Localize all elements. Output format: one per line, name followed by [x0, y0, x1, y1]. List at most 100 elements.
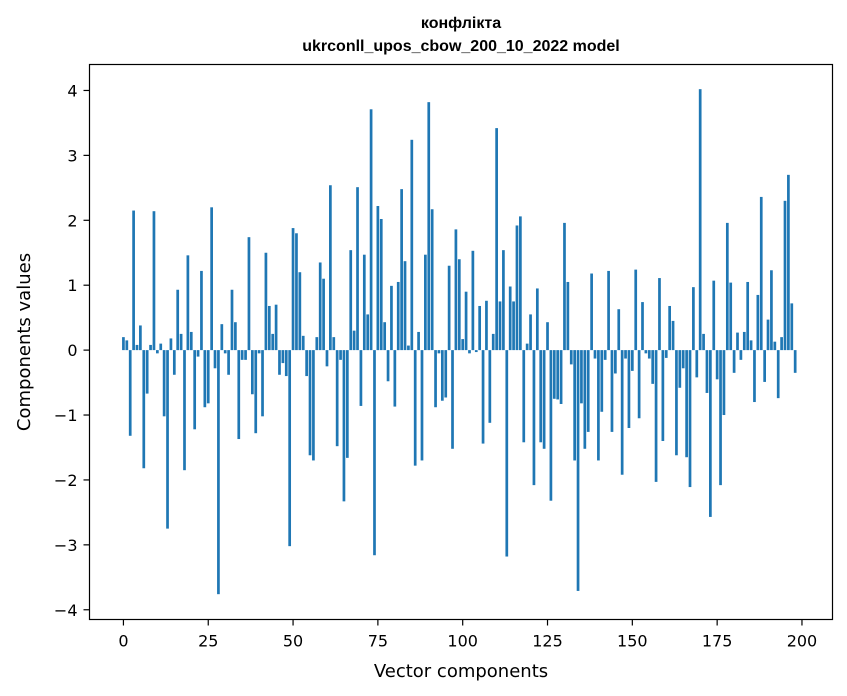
- bar: [675, 350, 678, 456]
- bar: [447, 265, 451, 351]
- bar: [549, 350, 553, 501]
- bar: [366, 314, 370, 351]
- bar: [712, 280, 716, 351]
- bar: [352, 330, 356, 351]
- bar: [379, 218, 383, 351]
- bar: [491, 333, 495, 351]
- x-tick-label: 50: [283, 632, 303, 651]
- y-tick-label: 1: [67, 276, 77, 295]
- bar: [417, 331, 420, 351]
- bar: [559, 350, 563, 404]
- bar: [671, 320, 675, 351]
- bar: [498, 301, 502, 351]
- x-axis-label: Vector components: [374, 661, 548, 682]
- bar: [128, 350, 132, 436]
- bar: [325, 350, 329, 367]
- bar: [508, 286, 512, 351]
- bar: [668, 305, 671, 351]
- bar: [264, 252, 268, 351]
- bar: [159, 343, 163, 351]
- bar: [393, 350, 397, 407]
- bar: [332, 337, 336, 351]
- y-tick-label: 0: [67, 341, 77, 360]
- bar: [630, 350, 634, 371]
- bar: [383, 322, 387, 351]
- bar: [267, 305, 271, 351]
- bar: [780, 337, 783, 351]
- x-tick-label: 200: [787, 632, 818, 651]
- bar: [678, 350, 682, 388]
- bar: [210, 207, 213, 351]
- bar: [451, 350, 454, 449]
- bar: [644, 350, 648, 354]
- bar: [607, 270, 610, 351]
- bar: [312, 350, 315, 461]
- bar: [281, 350, 285, 364]
- bar: [495, 128, 498, 351]
- bar: [651, 350, 655, 384]
- bar: [156, 350, 159, 354]
- bar: [600, 350, 604, 412]
- bar: [776, 350, 780, 399]
- x-tick-label: 125: [532, 632, 563, 651]
- bar: [362, 254, 366, 351]
- bar: [709, 350, 712, 517]
- bar: [610, 350, 614, 432]
- bar: [763, 350, 766, 382]
- bar: [227, 350, 230, 375]
- bar: [356, 187, 359, 351]
- bar: [135, 344, 139, 351]
- bar: [407, 345, 410, 351]
- bar: [305, 350, 308, 377]
- bar: [301, 335, 305, 351]
- bar: [576, 350, 580, 591]
- bar: [512, 301, 515, 351]
- bar: [308, 350, 312, 456]
- bar: [237, 350, 241, 440]
- bar: [719, 350, 722, 486]
- bar: [556, 350, 560, 400]
- bar: [471, 250, 475, 351]
- bar: [736, 332, 739, 351]
- bar: [240, 350, 244, 360]
- bar: [230, 289, 234, 351]
- bar: [315, 337, 319, 351]
- bar: [525, 343, 529, 351]
- bar: [250, 350, 254, 395]
- y-axis-label: Components values: [14, 253, 35, 431]
- bar: [271, 333, 275, 351]
- bar: [413, 350, 417, 466]
- bar: [424, 254, 427, 351]
- y-axis: −4 −3 −2 −1 0 1 2 3 4: [54, 81, 90, 620]
- bar: [793, 350, 797, 373]
- y-tick-label: 3: [67, 146, 77, 165]
- bar: [125, 340, 129, 351]
- bar: [376, 206, 380, 351]
- bar: [444, 350, 448, 398]
- bar: [783, 200, 787, 351]
- bars-group: [122, 89, 797, 595]
- x-tick-label: 175: [702, 632, 733, 651]
- bar: [705, 350, 709, 393]
- bar: [132, 210, 135, 351]
- bar: [749, 340, 753, 351]
- bar: [722, 350, 726, 416]
- bar: [685, 350, 688, 458]
- bar: [322, 278, 325, 351]
- bar: [725, 222, 729, 351]
- bar: [542, 350, 546, 449]
- bar: [468, 350, 471, 354]
- bar: [278, 350, 281, 375]
- bar: [641, 302, 644, 351]
- bar: [546, 322, 549, 351]
- bar: [695, 350, 699, 378]
- bar: [681, 350, 685, 369]
- bar: [373, 350, 376, 556]
- bar: [573, 350, 577, 461]
- bar: [122, 337, 125, 351]
- bar: [569, 350, 573, 365]
- bar: [634, 269, 638, 351]
- bar: [756, 294, 760, 351]
- bar: [410, 139, 414, 351]
- bar: [457, 259, 461, 351]
